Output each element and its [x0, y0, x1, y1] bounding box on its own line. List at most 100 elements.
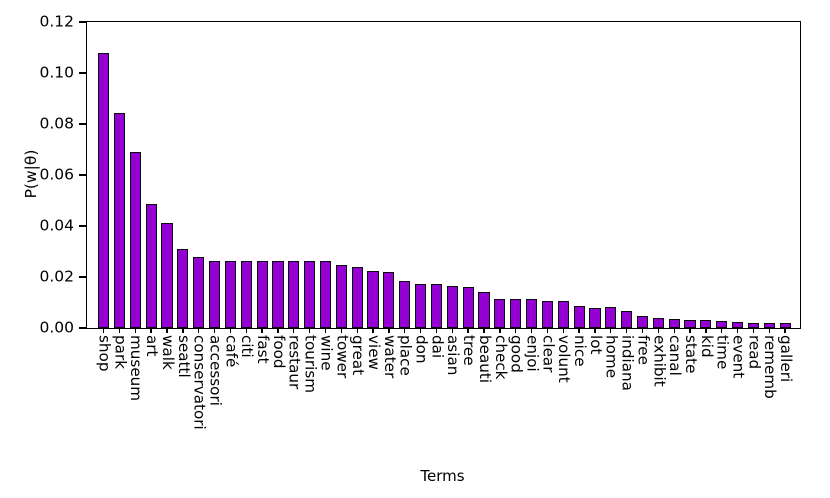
x-tick-label-time: time	[713, 335, 732, 370]
bar-café	[224, 261, 236, 328]
x-tick-label-read: read	[745, 335, 764, 370]
bar-museum	[129, 152, 141, 328]
y-tick-label: 0.00	[39, 318, 74, 337]
x-tick-mark	[134, 328, 136, 333]
bar-event	[732, 321, 744, 328]
x-tick-mark	[182, 328, 184, 333]
bar-home	[605, 307, 617, 328]
x-tick-mark	[483, 328, 485, 333]
bar-volunt	[557, 300, 569, 328]
y-tick-mark	[79, 225, 87, 227]
x-tick-mark	[641, 328, 644, 333]
x-tick-label-lot: lot	[586, 335, 605, 355]
x-tick-label-tourism: tourism	[301, 335, 320, 394]
x-tick-label-nice: nice	[571, 335, 589, 367]
x-tick-label-tree: tree	[460, 335, 479, 366]
bar-place	[399, 280, 411, 328]
x-tick-mark	[705, 328, 707, 333]
y-tick-label: 0.08	[39, 114, 74, 133]
x-tick-mark	[673, 328, 675, 333]
x-tick-mark	[293, 328, 295, 333]
x-tick-mark	[594, 328, 596, 333]
x-tick-label-volunt: volunt	[555, 335, 574, 383]
bar-nice	[573, 305, 585, 328]
x-tick-mark	[372, 328, 374, 333]
bar-seattl	[177, 249, 189, 328]
x-tick-mark	[625, 328, 628, 333]
x-tick-mark	[198, 328, 200, 333]
y-tick-label: 0.06	[39, 165, 74, 184]
y-tick-label: 0.02	[39, 267, 74, 286]
x-tick-label-view: view	[364, 335, 383, 370]
bar-fast	[256, 261, 268, 328]
x-tick-label-galleri: galleri	[777, 335, 796, 383]
bar-tourism	[304, 260, 316, 328]
bar-park	[113, 112, 126, 328]
x-tick-mark	[356, 328, 358, 333]
x-tick-label-state: state	[681, 335, 700, 374]
x-tick-label-conservatori: conservatori	[190, 335, 209, 430]
x-tick-label-park: park	[111, 335, 130, 369]
x-tick-mark	[419, 328, 422, 333]
x-tick-label-museum: museum	[127, 335, 146, 402]
bar-wine	[319, 261, 332, 328]
bar-beauti	[478, 292, 490, 328]
x-tick-label-indiana: indiana	[618, 335, 637, 391]
x-tick-mark	[657, 328, 660, 333]
x-tick-label-enjoi: enjoi	[523, 335, 542, 372]
bar-canal	[668, 319, 680, 328]
x-tick-mark	[451, 328, 453, 333]
y-tick-mark	[79, 123, 87, 125]
bar-check	[494, 298, 506, 328]
y-axis-title-text: P(w|θ)	[22, 149, 40, 199]
y-tick-mark	[79, 174, 87, 176]
x-tick-label-food: food	[269, 335, 288, 369]
x-tick-mark	[721, 328, 723, 333]
x-tick-mark	[546, 328, 549, 333]
x-tick-label-free: free	[634, 335, 653, 365]
x-tick-label-canal: canal	[666, 335, 685, 376]
x-tick-mark	[118, 328, 121, 333]
bar-dai	[430, 284, 443, 328]
bar-free	[636, 316, 649, 328]
x-tick-mark	[562, 328, 564, 333]
x-tick-mark	[213, 328, 216, 333]
x-tick-mark	[530, 328, 533, 333]
bar-art	[145, 204, 157, 328]
bar-lot	[589, 307, 601, 328]
x-tick-mark	[261, 328, 263, 333]
bar-read	[747, 322, 760, 328]
bar-food	[272, 261, 284, 328]
x-tick-label-beauti: beauti	[475, 335, 494, 384]
x-tick-mark	[467, 328, 469, 333]
x-tick-label-rememb: rememb	[761, 335, 780, 399]
x-tick-mark	[689, 328, 691, 333]
x-tick-mark	[768, 328, 770, 333]
x-tick-label-wine: wine	[317, 335, 336, 371]
x-tick-label-accessori: accessori	[206, 335, 225, 406]
x-tick-label-check: check	[491, 335, 510, 380]
x-tick-mark	[340, 328, 343, 333]
bar-enjoi	[525, 299, 538, 328]
x-tick-label-tower: tower	[333, 335, 352, 379]
x-tick-label-exhibit: exhibit	[650, 335, 669, 387]
bar-state	[684, 320, 696, 328]
x-axis-title: Terms	[420, 467, 465, 485]
x-tick-label-clear: clear	[539, 335, 558, 373]
y-tick-label: 0.12	[39, 12, 74, 31]
x-tick-mark	[324, 328, 327, 333]
x-tick-mark	[404, 328, 406, 333]
y-tick-mark	[79, 327, 87, 329]
bar-galleri	[779, 322, 791, 328]
x-tick-label-shop: shop	[95, 335, 114, 372]
bar-conservatori	[193, 257, 205, 328]
x-tick-label-citi: citi	[238, 335, 257, 358]
x-tick-label-home: home	[602, 335, 621, 379]
bar-asian	[446, 286, 458, 328]
bar-don	[415, 283, 427, 328]
x-tick-label-good: good	[507, 335, 526, 373]
x-tick-mark	[578, 328, 580, 333]
x-tick-mark	[245, 328, 247, 333]
bar-great	[351, 266, 363, 328]
